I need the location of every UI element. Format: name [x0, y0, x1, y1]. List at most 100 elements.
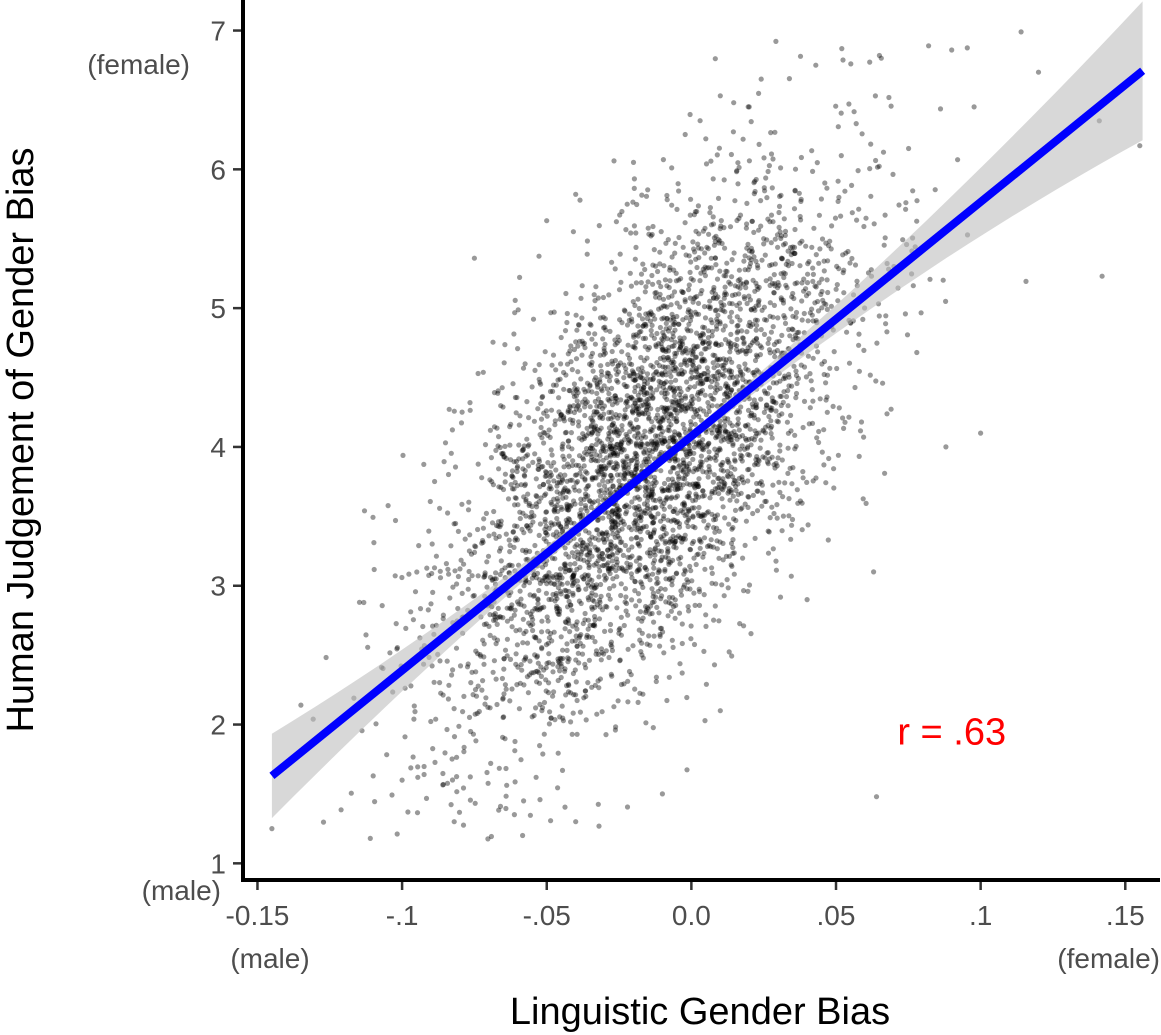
data-point	[795, 375, 802, 382]
data-point	[589, 454, 595, 460]
data-point	[641, 392, 647, 398]
data-point	[609, 259, 615, 265]
data-point	[522, 482, 528, 489]
data-point	[557, 472, 564, 478]
data-point	[777, 594, 784, 600]
data-point	[682, 536, 688, 542]
data-point	[547, 483, 553, 490]
data-point	[748, 257, 754, 263]
data-point	[660, 296, 667, 302]
data-point	[792, 250, 798, 257]
data-point	[644, 397, 650, 403]
data-point	[636, 412, 642, 418]
data-point	[466, 714, 473, 721]
data-point	[593, 284, 599, 290]
data-point	[744, 348, 750, 354]
data-point	[654, 441, 660, 447]
data-point	[833, 103, 839, 109]
data-point	[718, 218, 724, 224]
data-point	[567, 403, 573, 409]
data-point	[754, 340, 761, 346]
data-point	[705, 474, 711, 480]
data-point	[755, 488, 761, 494]
data-point	[678, 403, 685, 409]
data-point	[614, 452, 621, 458]
data-point	[649, 427, 655, 434]
data-point	[681, 505, 687, 511]
data-point	[660, 354, 667, 360]
data-point	[580, 620, 586, 627]
data-point	[842, 419, 848, 425]
data-point	[475, 461, 481, 467]
data-point	[583, 528, 589, 534]
data-point	[679, 339, 685, 345]
data-point	[580, 399, 586, 405]
data-point	[654, 604, 660, 611]
data-point	[563, 524, 570, 530]
data-point	[370, 514, 376, 520]
data-point	[702, 358, 708, 364]
data-point	[446, 682, 452, 688]
data-point	[685, 309, 691, 315]
data-point	[539, 605, 545, 611]
data-point	[635, 397, 641, 403]
data-point	[605, 510, 611, 516]
data-point	[777, 442, 783, 448]
data-point	[728, 331, 734, 337]
data-point	[669, 254, 675, 260]
data-point	[608, 642, 614, 648]
data-point	[674, 485, 681, 491]
data-point	[1023, 278, 1029, 284]
data-point	[684, 694, 690, 701]
data-point	[536, 362, 542, 368]
data-point	[736, 267, 743, 273]
data-point	[392, 517, 399, 524]
data-point	[635, 525, 641, 532]
data-point	[739, 347, 746, 353]
data-point	[873, 157, 879, 164]
data-point	[679, 640, 685, 647]
data-point	[548, 310, 554, 316]
data-point	[611, 704, 617, 710]
data-point	[602, 577, 608, 583]
data-point	[868, 267, 874, 273]
data-point	[585, 595, 591, 601]
data-point	[658, 498, 664, 505]
data-point	[497, 524, 503, 530]
data-point	[521, 630, 527, 637]
data-point	[714, 427, 720, 433]
data-point	[722, 481, 728, 487]
data-point	[764, 195, 770, 201]
data-point	[847, 260, 853, 266]
data-point	[668, 422, 674, 428]
data-point	[653, 446, 659, 452]
data-point	[694, 392, 701, 398]
data-point	[688, 276, 694, 282]
data-point	[664, 283, 670, 289]
data-point	[607, 453, 614, 459]
data-point	[628, 527, 635, 533]
data-point	[614, 530, 620, 536]
data-point	[744, 221, 750, 227]
data-point	[666, 284, 672, 291]
data-point	[721, 273, 727, 279]
data-point	[726, 460, 732, 466]
data-point	[706, 463, 712, 469]
data-point	[860, 316, 866, 322]
data-point	[700, 330, 706, 336]
data-point	[612, 510, 619, 516]
data-point	[568, 430, 575, 436]
data-point	[678, 588, 684, 594]
data-point	[646, 492, 652, 499]
data-point	[796, 329, 802, 335]
data-point	[810, 398, 816, 404]
data-point	[605, 396, 611, 402]
data-point	[732, 283, 738, 289]
data-point	[660, 364, 666, 370]
data-point	[668, 302, 674, 308]
data-point	[600, 531, 606, 537]
data-point	[746, 582, 753, 588]
data-point	[599, 530, 605, 536]
data-point	[878, 55, 884, 61]
data-point	[589, 534, 595, 540]
